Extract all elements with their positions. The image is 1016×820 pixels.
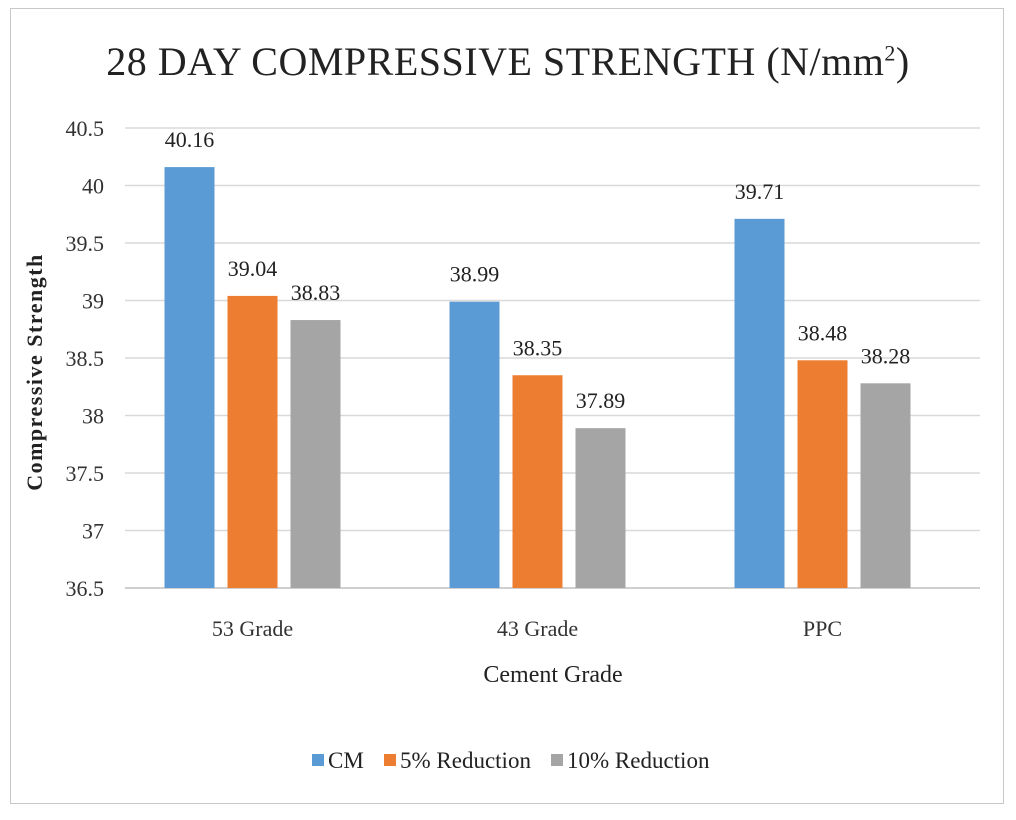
y-tick-label: 37.5 [66,461,105,486]
y-tick-label: 38.5 [66,346,105,371]
data-label: 39.71 [735,179,785,204]
y-tick-label: 39 [82,289,104,314]
bar [227,295,278,588]
y-tick-label: 40 [82,174,104,199]
y-tick-label: 40.5 [66,116,105,141]
bar [797,360,848,588]
data-label: 38.28 [861,343,911,368]
x-axis-title: Cement Grade [483,662,622,688]
data-label: 39.04 [228,256,278,281]
data-label: 38.35 [513,335,563,360]
bar [734,218,785,588]
bar [575,428,626,588]
y-tick-label: 39.5 [66,231,105,256]
chart-title-close: ) [895,39,910,84]
x-axis-ticks: 53 Grade 43 Grade PPC [212,616,842,641]
y-tick-label: 37 [82,519,104,544]
chart-title: 28 DAY COMPRESSIVE STRENGTH (N/mm2) [0,38,1016,85]
bar [512,375,563,588]
legend-label: 5% Reduction [400,748,531,773]
legend-swatch [551,754,563,766]
bar [164,167,215,588]
legend-swatch [384,754,396,766]
legend-swatch [312,754,324,766]
chart-title-superscript: 2 [884,40,896,66]
data-label: 40.16 [165,127,215,152]
legend-label: CM [328,748,364,773]
bar [860,383,911,588]
x-tick-label: PPC [803,616,842,641]
y-axis-title: Compressive Strength [22,253,47,491]
data-label: 37.89 [576,388,626,413]
data-labels: 40.16 39.04 38.83 38.99 38.35 37.89 39.71 38.48… [165,127,911,413]
y-tick-label: 36.5 [66,576,105,601]
bar [290,320,341,588]
bars [164,167,911,588]
legend: CM 5% Reduction 10% Reduction [312,748,710,773]
y-tick-label: 38 [82,404,104,429]
x-tick-label: 53 Grade [212,616,293,641]
chart-title-text: 28 DAY COMPRESSIVE STRENGTH (N/mm [106,39,885,84]
y-axis-ticks: 36.5 37 37.5 38 38.5 39 39.5 40 40.5 [66,116,105,601]
legend-label: 10% Reduction [567,748,710,773]
data-label: 38.83 [291,280,341,305]
bar [449,301,500,588]
data-label: 38.99 [450,262,500,287]
x-tick-label: 43 Grade [497,616,578,641]
data-label: 38.48 [798,320,848,345]
